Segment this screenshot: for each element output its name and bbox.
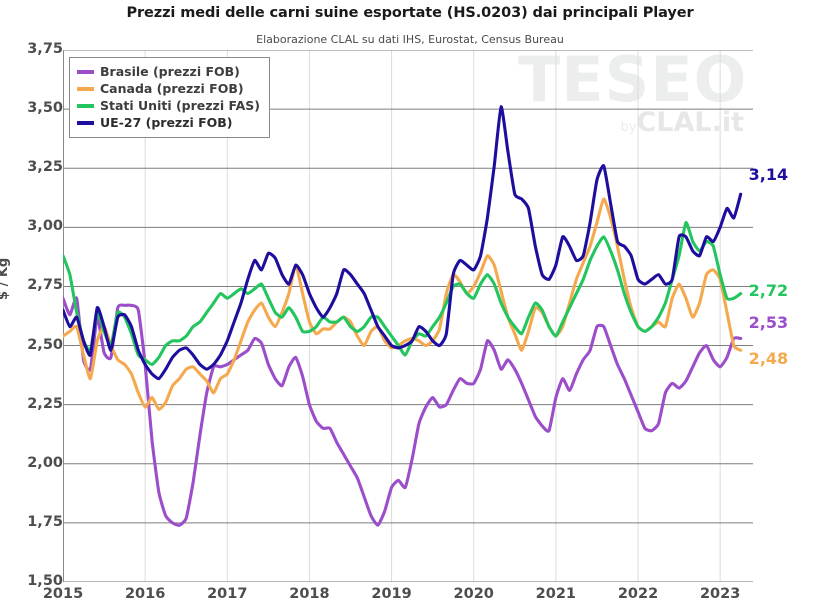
y-axis-tick-label: 3,25: [27, 159, 63, 176]
legend-item-stati-uniti[interactable]: Stati Uniti (prezzi FAS): [77, 97, 260, 114]
end-value-label-stati-uniti: 2,72: [748, 280, 789, 300]
x-axis-tick-label: 2023: [699, 586, 741, 602]
x-axis-tick-label: 2022: [617, 586, 659, 602]
end-value-label-canada: 2,48: [748, 349, 789, 369]
series-line-canada: [63, 197, 743, 411]
y-axis-tick-label: 3,75: [27, 41, 63, 57]
legend-swatch-icon: [77, 120, 94, 125]
series-line-ue-27: [63, 105, 743, 381]
y-axis-tick-label: 2,50: [27, 336, 63, 353]
y-axis-tick-label: 2,75: [27, 277, 63, 294]
end-value-label-ue-27: 3,14: [748, 165, 789, 185]
y-axis-tick-label: 1,50: [27, 573, 63, 589]
y-axis-tick-label: 1,75: [27, 513, 63, 530]
series-line-stati-uniti: [63, 221, 743, 367]
legend-item-canada[interactable]: Canada (prezzi FOB): [77, 80, 260, 97]
x-axis-tick-label: 2020: [453, 586, 494, 602]
page-title: Prezzi medi delle carni suine esportate …: [126, 5, 694, 21]
legend-label: UE-27 (prezzi FOB): [100, 115, 233, 130]
y-axis-tick-label: 3,50: [27, 100, 63, 117]
chart-legend: Brasile (prezzi FOB) Canada (prezzi FOB) S…: [69, 57, 270, 138]
y-axis-tick-label: 2,00: [27, 454, 63, 471]
series-line-brasile: [63, 296, 743, 527]
legend-label: Stati Uniti (prezzi FAS): [100, 98, 260, 113]
x-axis-tick-label: 2021: [535, 586, 577, 602]
legend-label: Brasile (prezzi FOB): [100, 64, 240, 79]
legend-item-ue-27[interactable]: UE-27 (prezzi FOB): [77, 114, 260, 131]
x-axis-tick-label: 2019: [371, 586, 412, 602]
end-value-label-brasile: 2,53: [748, 313, 789, 333]
x-axis-tick-label: 2017: [207, 586, 248, 602]
legend-item-brasile[interactable]: Brasile (prezzi FOB): [77, 63, 260, 80]
x-axis-tick-label: 2015: [42, 586, 84, 602]
y-axis-tick-label: 2,25: [27, 395, 63, 412]
legend-swatch-icon: [77, 103, 94, 108]
x-axis-tick-label: 2018: [289, 586, 330, 602]
chart-subtitle: Elaborazione CLAL su dati IHS, Eurostat,…: [256, 33, 564, 46]
legend-swatch-icon: [77, 86, 94, 91]
legend-label: Canada (prezzi FOB): [100, 81, 244, 96]
legend-swatch-icon: [77, 69, 94, 74]
y-axis-tick-label: 3,00: [27, 218, 63, 235]
x-axis-tick-label: 2016: [124, 586, 166, 602]
